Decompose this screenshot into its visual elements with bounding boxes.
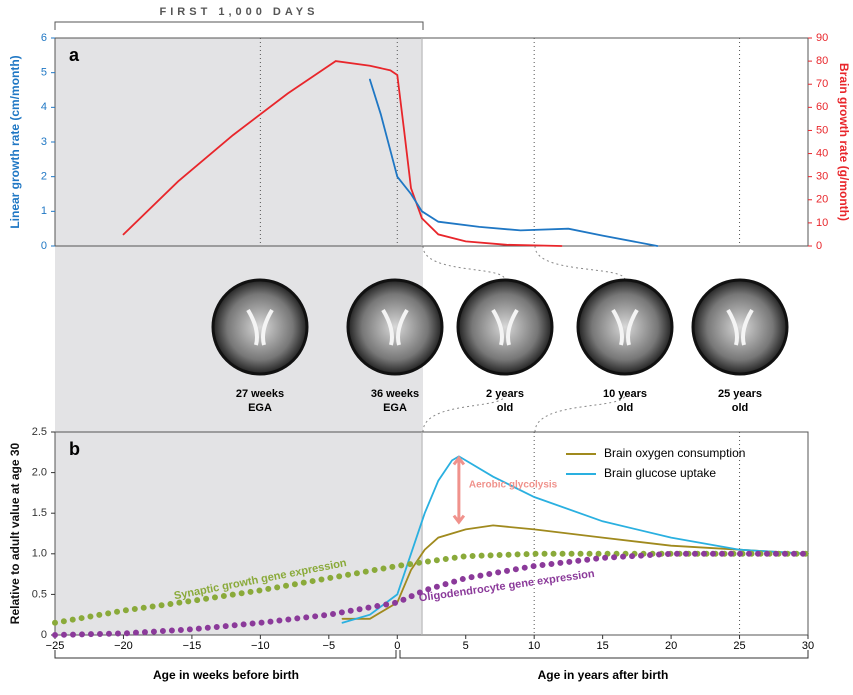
- y2-tick-label: 10: [816, 217, 828, 229]
- x-tick-label: −10: [251, 640, 270, 652]
- y2-tick-label: 40: [816, 147, 828, 159]
- y-tick-label: 2: [41, 171, 47, 183]
- y2-tick-label: 50: [816, 124, 828, 136]
- x-brackets: [55, 650, 808, 658]
- y-tick-label: 0: [41, 240, 47, 252]
- scan-label: EGA: [383, 402, 407, 414]
- x-tick-label: 0: [394, 640, 400, 652]
- page: FIRST 1,000 DAYS a 0 1 2 3 4 5 6 Linear growth r…: [0, 0, 853, 695]
- y-tick-label: 1.0: [32, 548, 47, 560]
- panel-label: a: [69, 45, 80, 65]
- y-tick-label: 2.5: [32, 426, 47, 438]
- brain-scan: [213, 280, 307, 374]
- scan-label: old: [617, 402, 634, 414]
- y-tick-label: 1.5: [32, 507, 47, 519]
- annotation: Aerobic glycolysis: [469, 479, 558, 490]
- brain-scan: [693, 280, 787, 374]
- x-tick-label: −20: [114, 640, 133, 652]
- x-tick-label: 5: [463, 640, 469, 652]
- y-tick-label: 2.0: [32, 467, 47, 479]
- scan-label: 27 weeks: [236, 388, 284, 400]
- x-axis-label: Age in weeks before birth: [153, 668, 299, 682]
- y2-tick-label: 60: [816, 101, 828, 113]
- brain-scan: [348, 280, 442, 374]
- y2-tick-label: 20: [816, 194, 828, 206]
- y-tick-label: 1: [41, 205, 47, 217]
- y2-tick-label: 0: [816, 240, 822, 252]
- x-tick-label: 10: [528, 640, 540, 652]
- aerobic-arrow: [454, 458, 464, 522]
- scan-label: 25 years: [718, 388, 762, 400]
- y2-tick-label: 90: [816, 32, 828, 44]
- y-tick-label: 6: [41, 32, 47, 44]
- brain-scan: [578, 280, 672, 374]
- y2-tick-label: 80: [816, 55, 828, 67]
- scan-label: EGA: [248, 402, 272, 414]
- y2-tick-label: 70: [816, 78, 828, 90]
- y2-tick-label: 30: [816, 171, 828, 183]
- x-tick-label: −25: [46, 640, 65, 652]
- figure: FIRST 1,000 DAYS a 0 1 2 3 4 5 6 Linear growth r…: [0, 0, 853, 690]
- scan-label: 10 years: [603, 388, 647, 400]
- brain-scan: [458, 280, 552, 374]
- y-tick-label: 5: [41, 67, 47, 79]
- scan-label: 36 weeks: [371, 388, 419, 400]
- y2-axis-label: Brain growth rate (g/month): [837, 63, 851, 221]
- x-tick-label: 25: [733, 640, 745, 652]
- scan-label: old: [732, 402, 749, 414]
- y-tick-label: 3: [41, 136, 47, 148]
- x-tick-label: 30: [802, 640, 814, 652]
- scan-label: old: [497, 402, 514, 414]
- x-tick-label: −5: [323, 640, 336, 652]
- legend-label: Brain glucose uptake: [604, 466, 716, 480]
- x-tick-label: 15: [597, 640, 609, 652]
- scan-label: 2 years: [486, 388, 524, 400]
- y-axis-label: Relative to adult value at age 30: [8, 442, 22, 624]
- legend-label: Brain oxygen consumption: [604, 446, 745, 460]
- x-tick-label: −15: [183, 640, 202, 652]
- x-axis-label: Age in years after birth: [538, 668, 669, 682]
- top-bracket: [55, 22, 423, 30]
- x-tick-label: 20: [665, 640, 677, 652]
- panel-label: b: [69, 439, 80, 459]
- bracket-title: FIRST 1,000 DAYS: [160, 6, 319, 18]
- y-tick-label: 0.5: [32, 588, 47, 600]
- y-tick-label: 4: [41, 101, 47, 113]
- y-axis-label: Linear growth rate (cm/month): [8, 55, 22, 228]
